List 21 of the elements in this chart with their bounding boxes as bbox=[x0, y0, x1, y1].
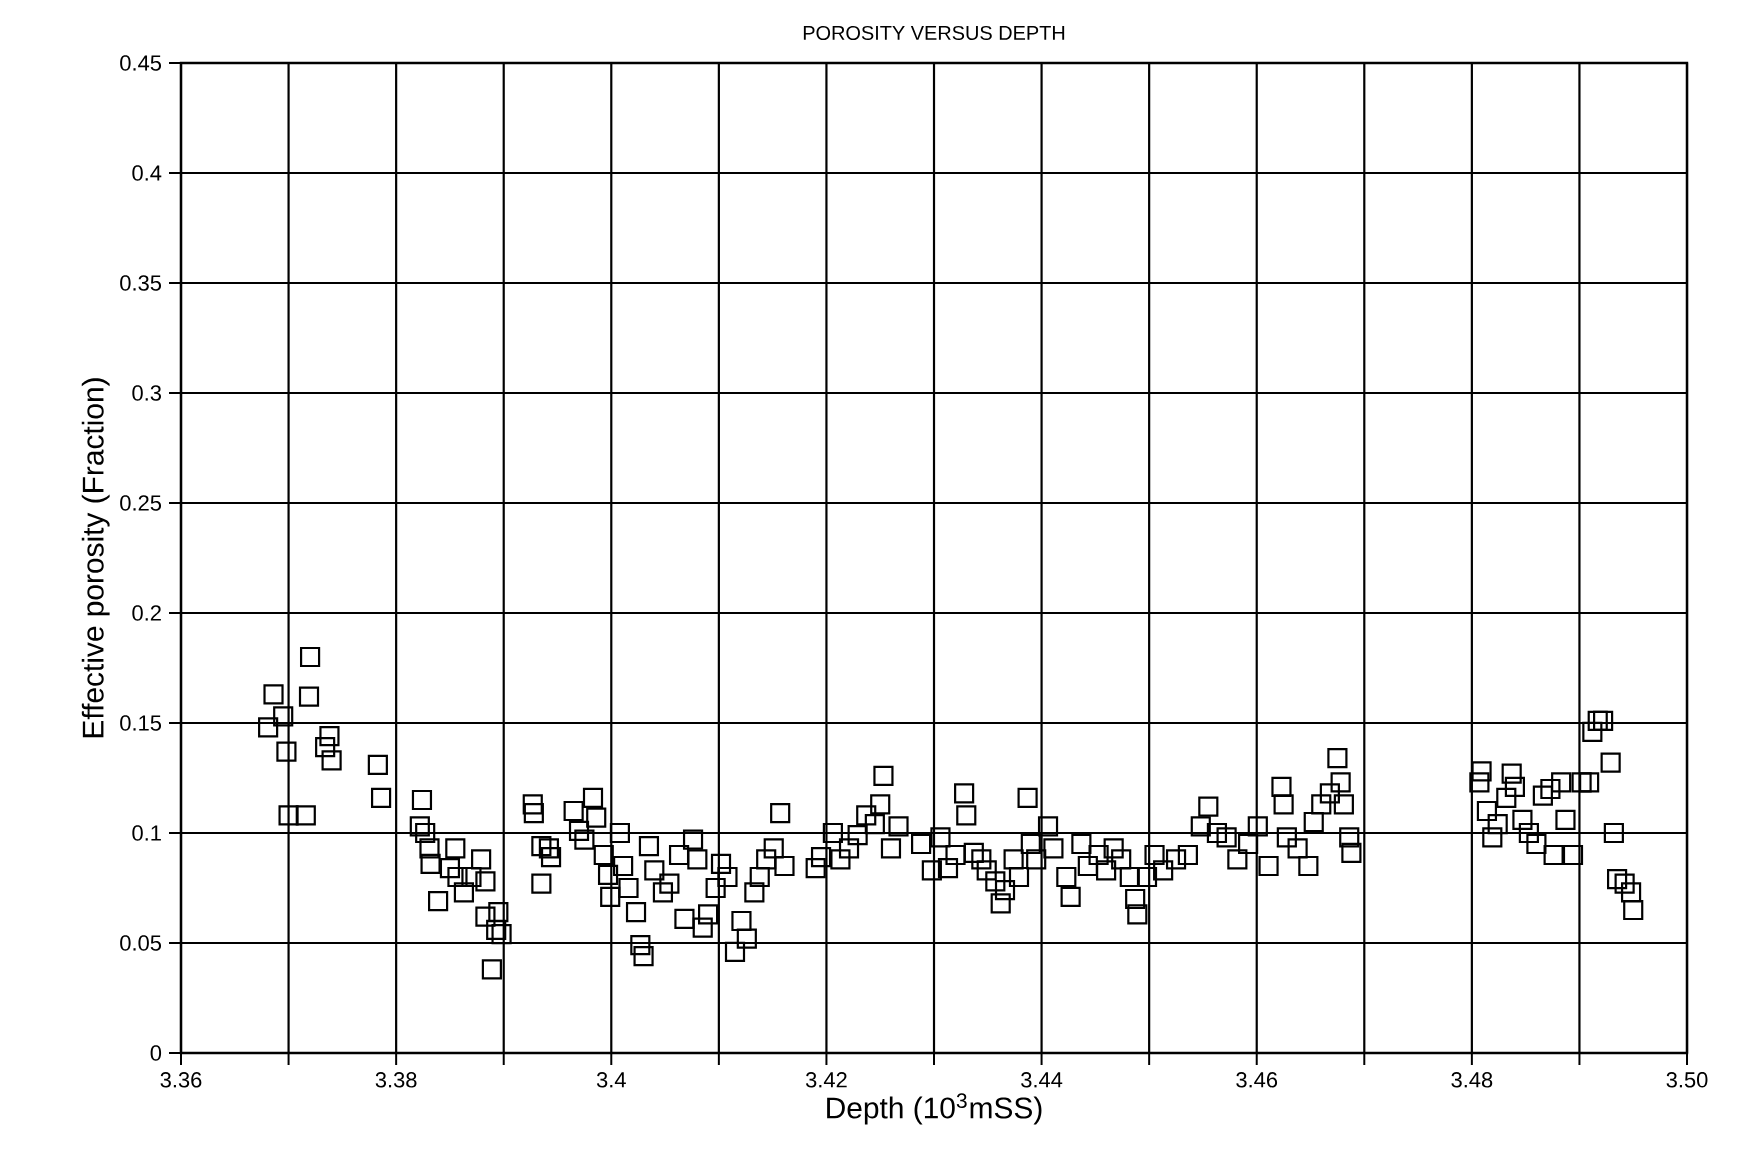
y-tick-label: 0.15 bbox=[120, 715, 162, 731]
x-tick-label: 3.50 bbox=[1666, 1072, 1708, 1088]
chart-title: POROSITY VERSUS DEPTH bbox=[803, 25, 1065, 40]
x-tick-label: 3.46 bbox=[1236, 1072, 1278, 1088]
y-tick-label: 0.25 bbox=[120, 495, 162, 511]
y-tick-label: 0.35 bbox=[120, 275, 162, 291]
y-axis-title: Effective porosity (Fraction) bbox=[81, 378, 110, 738]
y-tick-label: 0.05 bbox=[120, 935, 162, 951]
y-tick-label: 0.4 bbox=[132, 165, 162, 181]
y-tick-label: 0.2 bbox=[132, 605, 161, 621]
y-tick-label: 0.3 bbox=[132, 385, 161, 401]
x-tick-label: 3.36 bbox=[160, 1072, 202, 1088]
x-tick-label: 3.42 bbox=[805, 1072, 847, 1088]
x-tick-label: 3.38 bbox=[375, 1072, 417, 1088]
y-tick-label: 0.45 bbox=[120, 55, 162, 71]
x-axis-title: Depth (10$^{3}$mSS) bbox=[827, 1093, 1042, 1125]
y-tick-label: 0 bbox=[150, 1045, 162, 1061]
y-tick-label: 0.1 bbox=[132, 825, 161, 841]
x-tick-label: 3.44 bbox=[1021, 1072, 1063, 1088]
x-tick-label: 3.4 bbox=[596, 1072, 626, 1088]
x-tick-label: 3.48 bbox=[1451, 1072, 1493, 1088]
